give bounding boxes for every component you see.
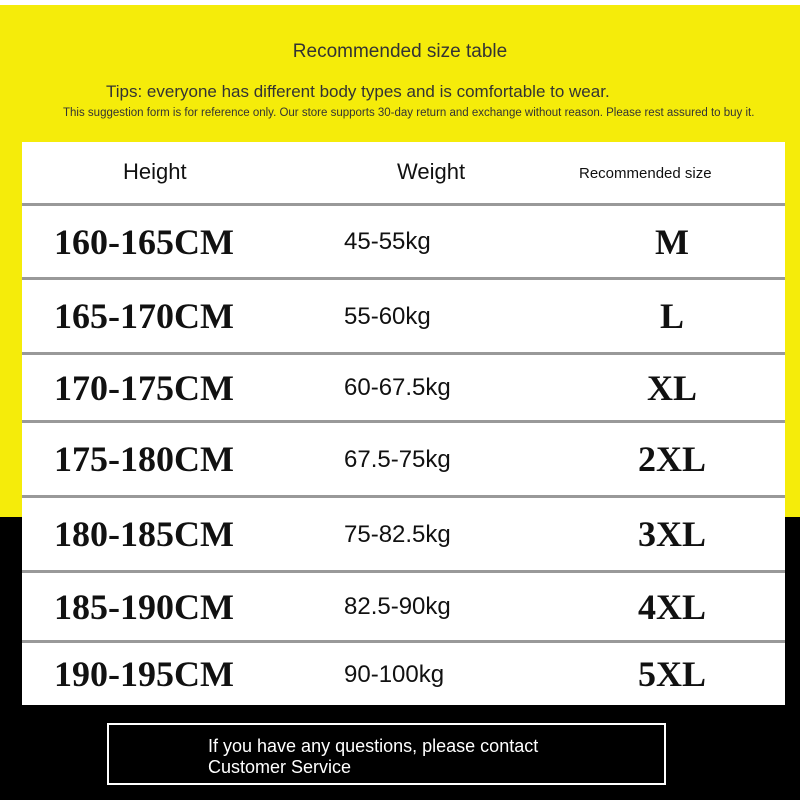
table-header: Height Weight Recommended size <box>22 142 785 203</box>
cell-height: 175-180CM <box>54 439 234 479</box>
cell-height: 170-175CM <box>54 367 234 408</box>
contact-text: If you have any questions, please contac… <box>208 736 538 778</box>
contact-line-1: If you have any questions, please contac… <box>208 736 539 756</box>
table-row: 175-180CM 67.5-75kg 2XL <box>22 420 785 495</box>
cell-size: 3XL <box>637 514 706 554</box>
cell-size: 2XL <box>637 439 706 479</box>
cell-height: 165-170CM <box>54 296 234 336</box>
table-row: 160-165CM 45-55kg M <box>22 203 785 277</box>
table-row: 170-175CM 60-67.5kg XL <box>22 352 785 420</box>
cell-height: 160-165CM <box>54 221 234 262</box>
size-table: Height Weight Recommended size 160-165CM… <box>22 142 785 705</box>
header-size: Recommended size <box>579 165 712 182</box>
header-height: Height <box>123 159 187 184</box>
table-row: 180-185CM 75-82.5kg 3XL <box>22 495 785 570</box>
contact-line-2: Customer Service <box>208 757 352 777</box>
table-row: 185-190CM 82.5-90kg 4XL <box>22 570 785 640</box>
cell-weight: 75-82.5kg <box>344 520 451 548</box>
cell-size: XL <box>646 367 697 408</box>
cell-size: 5XL <box>637 654 706 694</box>
cell-height: 190-195CM <box>54 654 234 694</box>
cell-weight: 55-60kg <box>344 302 431 330</box>
cell-height: 180-185CM <box>54 514 234 554</box>
cell-size: L <box>659 296 684 336</box>
cell-weight: 90-100kg <box>344 660 445 688</box>
cell-weight: 60-67.5kg <box>344 374 451 401</box>
cell-weight: 45-55kg <box>344 228 431 255</box>
cell-weight: 67.5-75kg <box>344 445 451 473</box>
cell-size: 4XL <box>637 586 706 627</box>
top-strip <box>0 0 800 5</box>
cell-weight: 82.5-90kg <box>344 593 451 620</box>
table-row: 165-170CM 55-60kg L <box>22 277 785 352</box>
contact-box: If you have any questions, please contac… <box>107 723 666 785</box>
reference-note: This suggestion form is for reference on… <box>63 107 755 119</box>
cell-size: M <box>655 221 689 262</box>
header-weight: Weight <box>397 159 466 184</box>
cell-height: 185-190CM <box>54 586 234 627</box>
page-title: Recommended size table <box>292 41 508 62</box>
tips-text: Tips: everyone has different body types … <box>106 82 610 101</box>
table-row: 190-195CM 90-100kg 5XL <box>22 640 785 705</box>
